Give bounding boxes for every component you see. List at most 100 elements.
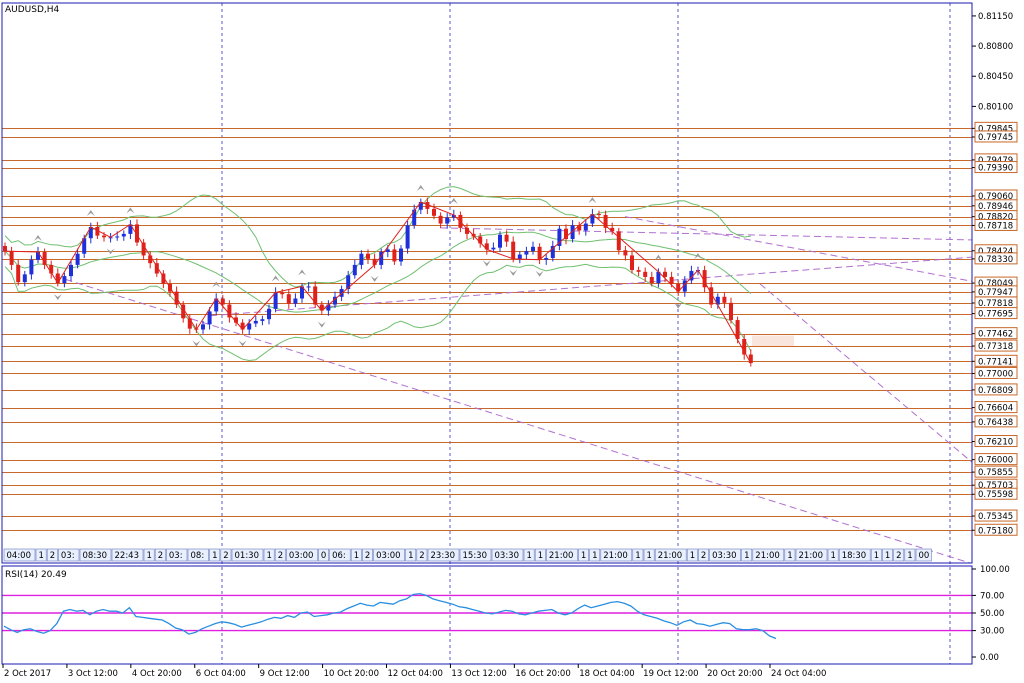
fractal-arrow-2	[86, 210, 95, 216]
event-label-44: 1	[874, 551, 879, 561]
candle-89	[590, 214, 595, 224]
candle-18	[121, 233, 126, 237]
candle-73	[484, 243, 489, 250]
candle-36	[240, 322, 245, 330]
candle-35	[234, 317, 238, 323]
time-label-4: 9 Oct 12:00	[260, 669, 310, 679]
rsi-axis-label-0: 100.00	[980, 565, 1010, 575]
event-box-11	[220, 548, 232, 562]
candle-24	[161, 273, 166, 284]
price-label-16: 0.77818	[978, 299, 1013, 309]
zigzag-indicator	[4, 201, 752, 364]
candle-44	[293, 298, 298, 304]
candle-93	[616, 231, 621, 251]
candle-53	[352, 264, 357, 276]
event-box-39	[752, 548, 785, 562]
event-box-36	[698, 548, 709, 562]
candle-67	[445, 217, 450, 224]
price-tag-bg-5	[974, 130, 1018, 143]
price-label-23: 0.76604	[978, 404, 1013, 414]
candle-15	[102, 235, 106, 238]
candle-58	[385, 249, 390, 252]
candle-102	[676, 283, 681, 292]
event-box-52	[915, 548, 932, 562]
candle-57	[379, 251, 384, 265]
fractal-arrows	[34, 185, 702, 347]
price-tag-bg-21	[974, 366, 1018, 379]
event-box-31	[600, 548, 633, 562]
candle-22	[148, 255, 153, 264]
candle-30	[201, 324, 205, 330]
candle-54	[359, 253, 364, 265]
event-label-41: 21:00	[799, 551, 824, 561]
event-label-17: 06:	[332, 551, 346, 561]
candle-104	[689, 270, 694, 281]
candle-76	[504, 234, 509, 242]
candle-107	[709, 287, 714, 305]
price-label-20: 0.77141	[978, 357, 1013, 367]
zigzag-line	[4, 201, 752, 364]
event-box-29	[578, 548, 589, 562]
event-box-41	[795, 548, 828, 562]
candle-106	[702, 270, 707, 288]
candle-0	[3, 245, 7, 252]
candle-95	[630, 255, 634, 271]
event-label-28: 21:00	[549, 551, 574, 561]
candle-64	[425, 202, 430, 209]
candle-77	[511, 241, 516, 259]
event-label-2: 2	[50, 551, 55, 561]
fractal-arrow-6	[212, 281, 221, 288]
candle-37	[247, 323, 252, 330]
rsi-panel	[2, 592, 972, 640]
bollinger-bands	[4, 186, 752, 362]
fractal-arrow-19	[674, 302, 683, 309]
fractal-arrow-5	[192, 340, 201, 347]
event-box-40	[784, 548, 796, 562]
candle-49	[326, 304, 331, 311]
trendline-0	[54, 275, 971, 564]
rsi-axis-label-3: 30.00	[980, 627, 1004, 637]
price-label-12: 0.78424	[978, 247, 1013, 257]
price-tag-bg-19	[974, 339, 1018, 352]
event-box-14	[274, 548, 286, 562]
price-tag-bg-30	[974, 509, 1018, 522]
price-label-0: 0.81150	[978, 12, 1013, 22]
price-label-7: 0.79390	[978, 164, 1013, 174]
candle-32	[214, 298, 219, 312]
candle-74	[491, 247, 496, 250]
event-label-43: 18:30	[842, 551, 867, 561]
fractal-arrow-8	[271, 275, 280, 282]
event-box-42	[827, 548, 839, 562]
price-label-8: 0.79060	[978, 192, 1013, 202]
candle-27	[181, 304, 186, 319]
price-tag-bg-7	[974, 161, 1018, 174]
candle-100	[663, 271, 667, 277]
time-label-2: 4 Oct 20:00	[132, 669, 182, 679]
rsi-line	[3, 592, 777, 640]
price-tag-bg-24	[974, 415, 1018, 428]
event-label-25: 03:30	[495, 551, 520, 561]
candle-86	[570, 225, 575, 240]
candle-81	[537, 246, 542, 260]
price-label-10: 0.78820	[978, 213, 1013, 223]
candle-110	[729, 302, 733, 321]
price-label-1: 0.80800	[978, 42, 1013, 52]
vertical-grid	[221, 3, 951, 664]
candle-52	[346, 275, 351, 290]
event-box-34	[654, 548, 687, 562]
candle-5	[36, 251, 40, 260]
band-lower	[4, 263, 752, 362]
candle-46	[306, 286, 311, 288]
event-label-30: 1	[592, 551, 597, 561]
candle-8	[55, 273, 60, 283]
fractal-arrow-15	[509, 269, 518, 276]
candle-38	[253, 320, 258, 324]
event-box-38	[741, 548, 753, 562]
rsi-axis-label-1: 70.00	[980, 591, 1004, 601]
event-label-34: 21:00	[658, 551, 683, 561]
event-label-12: 01:30	[235, 551, 260, 561]
candle-80	[531, 246, 535, 252]
time-label-0: 2 Oct 2017	[4, 669, 51, 679]
candle-9	[62, 276, 67, 283]
